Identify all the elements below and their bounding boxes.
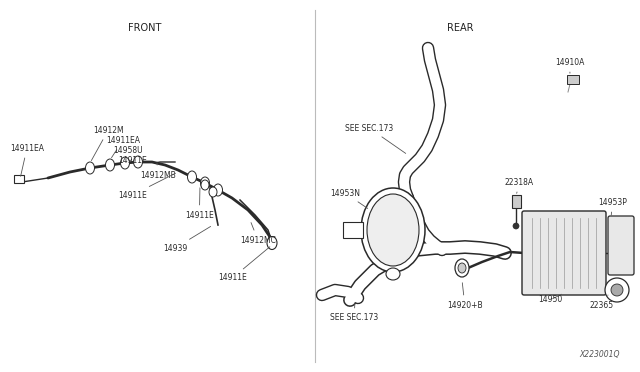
Text: 14911E: 14911E bbox=[118, 173, 175, 199]
Ellipse shape bbox=[200, 177, 209, 189]
Text: 14912M: 14912M bbox=[92, 125, 124, 161]
Text: 14912MB: 14912MB bbox=[140, 163, 176, 180]
Ellipse shape bbox=[386, 268, 400, 280]
Text: 14958U: 14958U bbox=[113, 145, 143, 160]
Ellipse shape bbox=[134, 156, 143, 168]
Text: REAR: REAR bbox=[447, 23, 473, 33]
Ellipse shape bbox=[201, 180, 209, 190]
Text: 14953N: 14953N bbox=[330, 189, 368, 208]
Ellipse shape bbox=[367, 194, 419, 266]
Text: 14911E: 14911E bbox=[218, 247, 270, 282]
Bar bbox=[512, 195, 521, 208]
Text: SEE SEC.173: SEE SEC.173 bbox=[345, 124, 406, 153]
Ellipse shape bbox=[214, 184, 223, 196]
Ellipse shape bbox=[209, 187, 217, 197]
Text: 14911EA: 14911EA bbox=[10, 144, 44, 176]
FancyBboxPatch shape bbox=[522, 211, 606, 295]
Text: 14950: 14950 bbox=[538, 294, 563, 305]
Ellipse shape bbox=[455, 259, 469, 277]
Circle shape bbox=[513, 223, 519, 229]
Text: SEE SEC.173: SEE SEC.173 bbox=[330, 303, 378, 323]
FancyBboxPatch shape bbox=[608, 216, 634, 275]
Text: 22365: 22365 bbox=[590, 295, 614, 310]
Text: 14939: 14939 bbox=[163, 227, 211, 253]
Ellipse shape bbox=[120, 157, 129, 169]
Text: X223001Q: X223001Q bbox=[579, 350, 620, 359]
Text: 14911EA: 14911EA bbox=[106, 135, 140, 158]
Bar bbox=[14, 175, 24, 183]
Text: 22318A: 22318A bbox=[505, 177, 534, 193]
Text: 14920+B: 14920+B bbox=[447, 283, 483, 310]
Text: FRONT: FRONT bbox=[128, 23, 162, 33]
Ellipse shape bbox=[267, 237, 277, 250]
Ellipse shape bbox=[106, 159, 115, 171]
Text: 14912MC: 14912MC bbox=[240, 222, 276, 244]
Text: 14910A: 14910A bbox=[555, 58, 584, 73]
Circle shape bbox=[611, 284, 623, 296]
Ellipse shape bbox=[86, 162, 95, 174]
Bar bbox=[567, 75, 579, 84]
Bar bbox=[343, 222, 363, 238]
Text: 14911E: 14911E bbox=[185, 188, 214, 219]
Ellipse shape bbox=[458, 263, 466, 273]
Text: 14911E: 14911E bbox=[118, 155, 147, 164]
Text: 14953P: 14953P bbox=[598, 198, 627, 215]
Circle shape bbox=[605, 278, 629, 302]
Ellipse shape bbox=[188, 171, 196, 183]
Ellipse shape bbox=[361, 188, 425, 272]
